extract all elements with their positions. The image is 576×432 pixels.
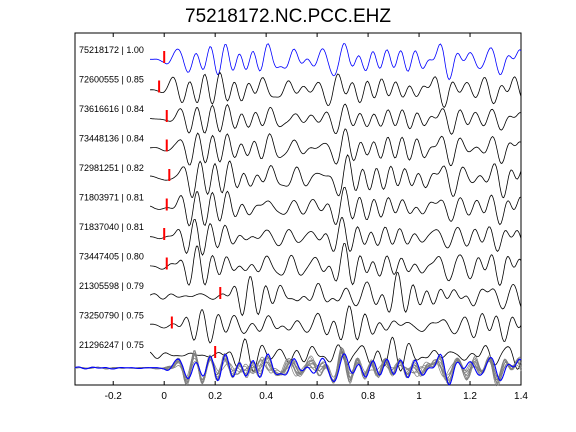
x-tick-label: -0.2 xyxy=(105,391,123,402)
plot-frame xyxy=(74,32,522,386)
trace-label: 72981251 | 0.82 xyxy=(79,163,144,173)
trace-label: 21296247 | 0.75 xyxy=(79,340,144,350)
trace-label: 73250790 | 0.75 xyxy=(79,311,144,321)
trace-line xyxy=(150,217,522,256)
trace-line xyxy=(150,103,521,135)
trace-label: 73448136 | 0.84 xyxy=(79,134,144,144)
trace-label: 73616616 | 0.84 xyxy=(79,104,144,114)
trace-label: 71803971 | 0.81 xyxy=(79,193,144,203)
x-tick-label: 0.8 xyxy=(361,391,375,402)
trace-line xyxy=(150,271,522,317)
trace-line xyxy=(150,186,522,227)
trace-label: 21305598 | 0.79 xyxy=(79,281,144,291)
trace-line xyxy=(150,71,522,109)
x-tick-label: 0 xyxy=(161,391,167,402)
trace-line xyxy=(150,336,522,373)
x-tick-label: 1.2 xyxy=(463,391,477,402)
x-axis: -0.2 0 0.2 0.4 0.6 0.8 1 1.2 1.4 xyxy=(105,33,528,402)
trace-line xyxy=(150,128,522,167)
trace-line xyxy=(150,154,522,199)
trace-line xyxy=(150,305,522,344)
traces-layer: 75218172 | 1.00 72600555 | 0.85 73616616 |… xyxy=(74,43,522,387)
trace-label: 73447405 | 0.80 xyxy=(79,252,144,262)
trace-label: 75218172 | 1.00 xyxy=(79,45,144,55)
trace-label: 71837040 | 0.81 xyxy=(79,222,144,232)
chart-title: 75218172.NC.PCC.EHZ xyxy=(185,6,391,27)
x-tick-label: 0.6 xyxy=(310,391,324,402)
trace-line xyxy=(150,243,522,287)
stack-reference-trace xyxy=(74,353,522,386)
x-tick-label: 0.4 xyxy=(259,391,273,402)
trace-line xyxy=(150,43,522,81)
x-tick-label: 0.2 xyxy=(208,391,222,402)
trace-label: 72600555 | 0.85 xyxy=(79,75,144,85)
x-tick-label: 1.4 xyxy=(514,391,528,402)
x-tick-label: 1 xyxy=(416,391,422,402)
